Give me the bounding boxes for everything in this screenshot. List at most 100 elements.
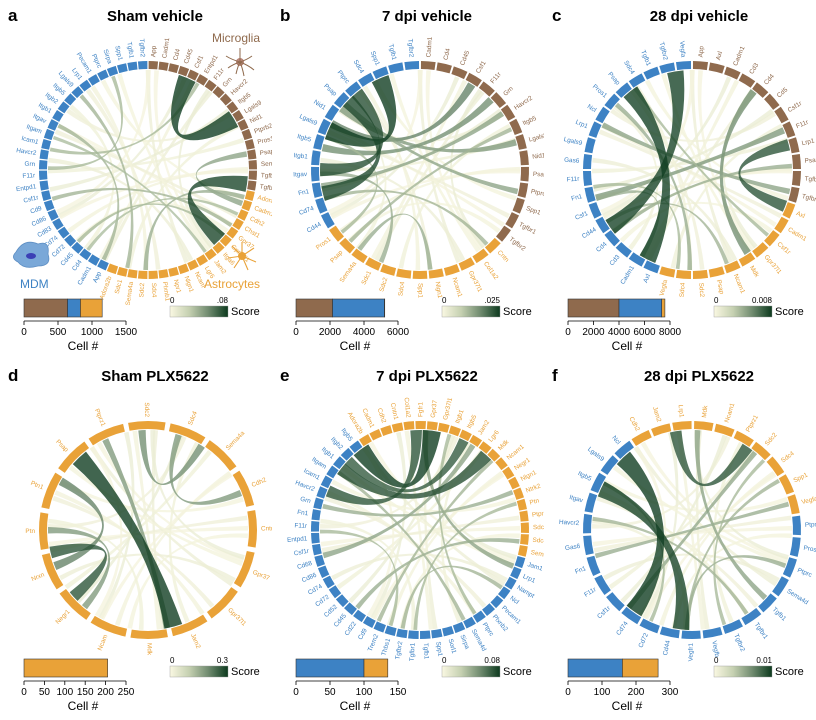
score-min: 0: [714, 656, 719, 665]
gene-label: Psap: [329, 249, 344, 265]
segment-astro: [187, 259, 199, 271]
gene-label: Ncam1: [451, 277, 464, 299]
segment-astro: [484, 237, 501, 254]
gene-label: Tgfb1: [125, 42, 134, 60]
gene-label: Cd4: [71, 258, 84, 272]
segment-astro: [403, 421, 415, 431]
segment-astro: [516, 498, 527, 511]
gene-label: Cd74: [615, 620, 630, 637]
chord-link-strong: [321, 95, 381, 201]
gene-label: Psap: [606, 71, 621, 87]
gene-label: Col1a2: [482, 261, 500, 282]
chord-link: [613, 104, 659, 250]
segment-mdm: [358, 72, 375, 87]
gene-label: Gas6: [565, 543, 582, 552]
segment-mdm: [681, 630, 701, 639]
gene-label: Ptprc: [530, 188, 544, 198]
gene-label: Entpd1: [16, 183, 38, 193]
segment-mdm: [39, 149, 49, 160]
bar-microglia: [295, 298, 333, 318]
segment-astro: [116, 266, 128, 277]
segment-mdm: [497, 586, 511, 600]
gene-label: Sdc4: [622, 59, 636, 75]
segment-astro: [782, 202, 796, 219]
panel-label: b: [280, 6, 291, 25]
panel-label: e: [280, 366, 290, 385]
chart-panel-c: c 28 dpi vehicle App Axl Cadm1 Cd3 Cd4 Cd5 Csf1r…: [544, 0, 816, 360]
gene-label: Ptprb2: [253, 122, 272, 135]
bar-mdm: [332, 298, 385, 318]
gene-label: Itgam: [25, 123, 42, 135]
chart-title: Sham vehicle: [107, 8, 203, 25]
gene-label: Vegfa: [659, 279, 670, 297]
segment-mdm: [326, 465, 339, 479]
score-max: 0.01: [756, 656, 772, 665]
segment-microglia: [708, 62, 725, 74]
segment-mdm: [47, 119, 59, 131]
segment-astro: [519, 510, 529, 522]
gene-label: Sdc4: [187, 410, 199, 427]
bar-tick-label: 0: [21, 687, 27, 698]
segment-mdm: [789, 537, 801, 557]
segment-astro: [766, 456, 785, 477]
gene-label: Sema4a: [225, 430, 247, 452]
segment-mdm: [772, 576, 789, 597]
segment-astro: [631, 430, 652, 446]
bar-tick-label: 200: [628, 687, 645, 698]
segment-astro: [520, 534, 529, 545]
gene-label: Nid1: [249, 113, 264, 125]
segment-mdm: [510, 566, 522, 580]
gene-label: Ptprz1: [805, 521, 816, 529]
gene-label: Havcr2: [294, 479, 316, 493]
segment-astro: [369, 429, 382, 441]
gene-label: Adora2b: [99, 275, 114, 301]
gene-label: Ptn: [529, 497, 540, 506]
gene-label: Entpd1: [287, 535, 308, 544]
segment-astro: [437, 422, 450, 433]
gene-label: Ncl: [508, 595, 520, 606]
gene-label: Axl: [715, 51, 724, 61]
segment-microglia: [436, 62, 452, 74]
gene-label: Cadm1: [786, 226, 808, 243]
segment-astro: [232, 470, 255, 507]
segment-astro: [692, 269, 709, 279]
gene-label: Tgfbr1: [261, 172, 272, 180]
gene-label: Mdk: [146, 643, 153, 656]
gene-label: App: [92, 270, 103, 284]
segment-mdm: [344, 602, 357, 616]
gene-label: Cd72: [637, 632, 650, 649]
segment-microglia: [490, 92, 507, 109]
gene-label: Grn: [221, 76, 234, 89]
segment-mdm: [320, 475, 333, 489]
gene-label: Itgav: [568, 494, 584, 505]
bar-tick-label: 500: [50, 327, 67, 338]
gene-label: Ptn: [25, 528, 35, 535]
gene-label: Negr1: [513, 456, 532, 472]
segment-astro: [130, 629, 168, 639]
bar-tick-label: 100: [594, 687, 611, 698]
gene-label: Jam1: [527, 561, 544, 573]
segment-mdm: [388, 62, 404, 74]
gene-label: Jam2: [189, 633, 202, 651]
segment-astro: [694, 421, 714, 431]
segment-mdm: [583, 513, 593, 534]
chord-svg: App Axl Cadm1Cd3Cd4Cd5Csf1rF11rLrp1PsapTgf…: [563, 41, 816, 353]
gene-label: Cd3: [748, 62, 760, 76]
segment-mdm: [590, 472, 607, 494]
gene-label: Gpr37l1: [226, 607, 247, 628]
gene-label: Jam2: [651, 406, 662, 423]
gene-label: Cd74: [298, 205, 315, 217]
gene-label: Pros1: [803, 545, 816, 555]
bar-xlabel: Cell #: [340, 339, 371, 353]
segment-mdm: [792, 515, 801, 536]
segment-mdm: [463, 616, 476, 629]
segment-mdm: [594, 574, 611, 595]
segment-microglia: [248, 159, 257, 170]
segment-astro: [359, 434, 372, 447]
bar-tick-label: 100: [356, 687, 373, 698]
segment-mdm: [604, 93, 620, 110]
segment-mdm: [490, 595, 504, 609]
segment-mdm: [333, 92, 350, 109]
bar-xlabel: Cell #: [612, 699, 643, 713]
